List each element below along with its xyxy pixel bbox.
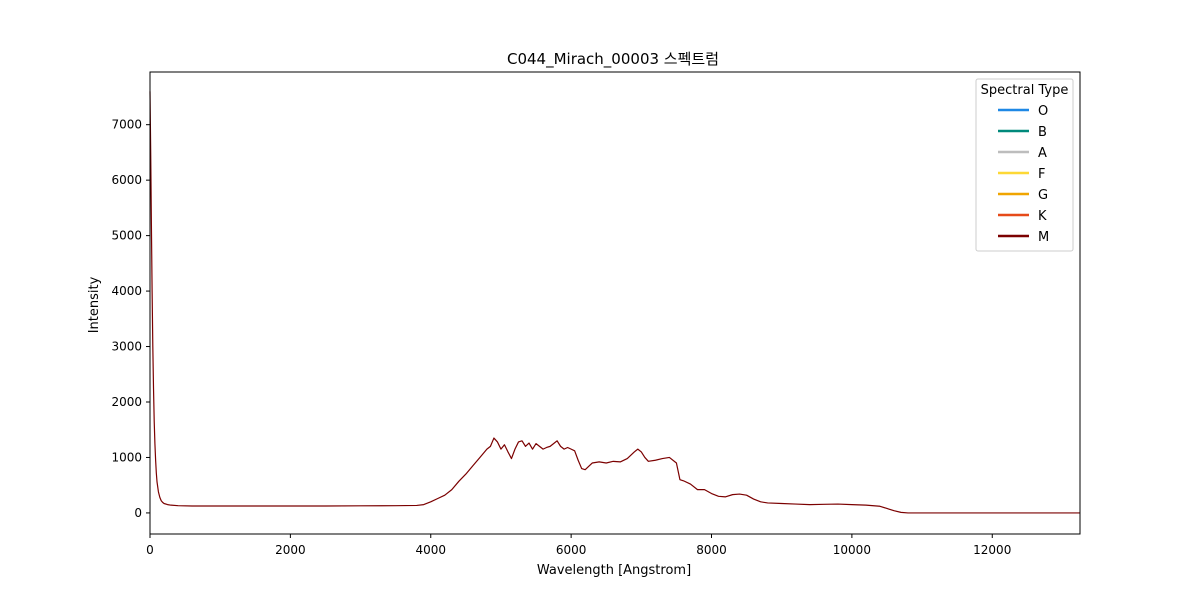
x-axis-label: Wavelength [Angstrom]: [537, 563, 691, 578]
x-tick-label: 4000: [415, 543, 446, 557]
legend-label-g: G: [1038, 188, 1048, 203]
legend-label-k: K: [1038, 209, 1047, 224]
legend-label-o: O: [1038, 104, 1048, 119]
axes-frame: [149, 71, 1081, 535]
x-tick-label: 2000: [275, 543, 306, 557]
legend-label-f: F: [1038, 167, 1045, 182]
x-axis-ticks: 0 2000 4000 6000 8000 10000 12000: [146, 534, 1011, 557]
plot-area: [149, 91, 1080, 514]
x-tick-label: 0: [146, 543, 154, 557]
chart-title: C044_Mirach_00003 스펙트럼: [507, 50, 719, 69]
legend-label-a: A: [1038, 146, 1047, 161]
legend-title: Spectral Type: [981, 83, 1069, 98]
legend-box: [975, 78, 1074, 252]
x-tick-label: 6000: [556, 543, 587, 557]
x-tick-label: 12000: [973, 543, 1011, 557]
y-tick-label: 4000: [111, 284, 142, 298]
y-tick-label: 6000: [111, 173, 142, 187]
y-axis-label: Intensity: [87, 276, 102, 333]
y-axis-ticks: 0 1000 2000 3000 4000 5000 6000 7000: [111, 118, 150, 520]
y-tick-label: 0: [134, 506, 142, 520]
spectrum-line-0: [149, 91, 1080, 514]
y-tick-label: 1000: [111, 450, 142, 464]
y-tick-label: 3000: [111, 340, 142, 354]
x-tick-label: 10000: [833, 543, 871, 557]
x-tick-label: 8000: [696, 543, 727, 557]
legend-label-m: M: [1038, 230, 1049, 245]
y-tick-label: 5000: [111, 229, 142, 243]
legend-label-b: B: [1038, 125, 1047, 140]
y-tick-label: 7000: [111, 118, 142, 132]
y-tick-label: 2000: [111, 395, 142, 409]
